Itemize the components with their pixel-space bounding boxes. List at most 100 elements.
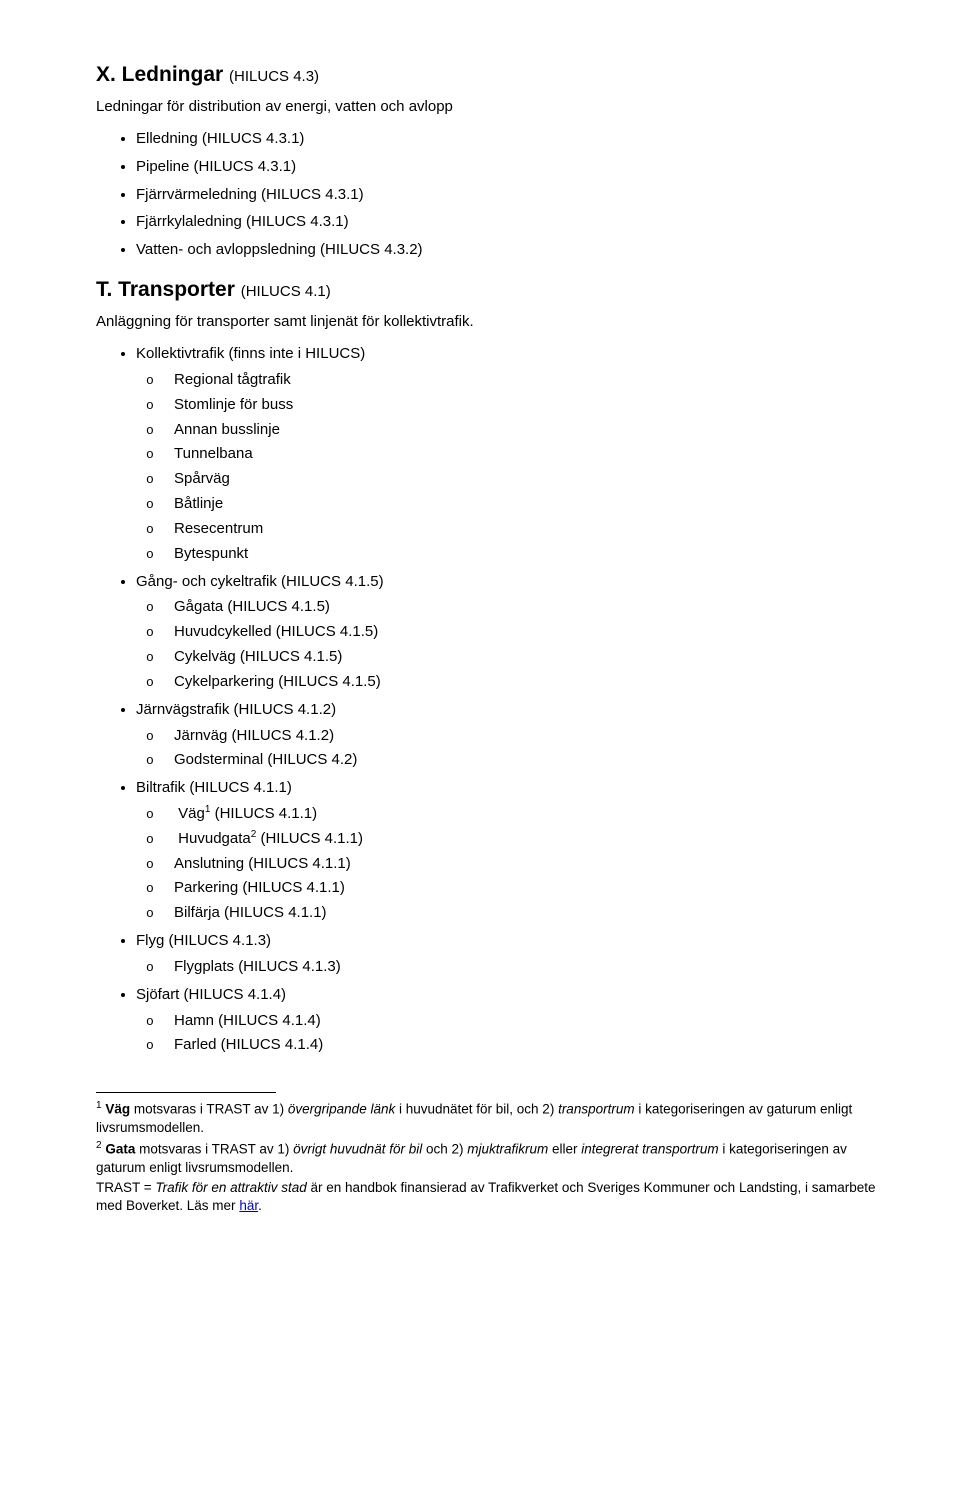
- sublist-item: Cykelparkering (HILUCS 4.1.5): [174, 671, 890, 693]
- list-item: Vatten- och avloppsledning (HILUCS 4.3.2…: [136, 239, 890, 261]
- list-item-label: Gång- och cykeltrafik (HILUCS 4.1.5): [136, 573, 384, 590]
- sublist-label: Järnväg (HILUCS 4.1.2): [174, 727, 334, 744]
- sublist-item: Regional tågtrafik: [174, 369, 890, 391]
- sublist-label: Godsterminal (HILUCS 4.2): [174, 751, 357, 768]
- sublist-label: Tunnelbana: [174, 445, 253, 462]
- list-item: Fjärrkylaledning (HILUCS 4.3.1): [136, 211, 890, 233]
- sublist-label: Anslutning (HILUCS 4.1.1): [174, 855, 351, 872]
- sublist-label: Cykelparkering (HILUCS 4.1.5): [174, 673, 381, 690]
- sublist-label: Farled (HILUCS 4.1.4): [174, 1036, 323, 1053]
- list-item: Sjöfart (HILUCS 4.1.4) Hamn (HILUCS 4.1.…: [136, 984, 890, 1056]
- footnote-3: TRAST = Trafik för en attraktiv stad är …: [96, 1179, 890, 1215]
- section-x-title: X. Ledningar: [96, 63, 223, 86]
- list-item-label: Sjöfart (HILUCS 4.1.4): [136, 986, 286, 1003]
- list-item-label: Järnvägstrafik (HILUCS 4.1.2): [136, 701, 336, 718]
- list-item: Pipeline (HILUCS 4.3.1): [136, 156, 890, 178]
- footnote-italic: integrerat transportrum: [581, 1142, 718, 1157]
- footnote-text: .: [258, 1198, 262, 1213]
- footnote-sup: 2: [96, 1140, 102, 1151]
- sublist-label: Spårväg: [174, 470, 230, 487]
- sublist-label: Regional tågtrafik: [174, 371, 291, 388]
- sublist-label: Bilfärja (HILUCS 4.1.1): [174, 904, 327, 921]
- sublist-item: Huvudgata2 (HILUCS 4.1.1): [174, 828, 890, 850]
- footnote-text: motsvaras i TRAST av 1): [135, 1142, 293, 1157]
- sublist: Flygplats (HILUCS 4.1.3): [136, 956, 890, 978]
- section-x-intro: Ledningar för distribution av energi, va…: [96, 96, 890, 118]
- list-item-label: Pipeline (HILUCS 4.3.1): [136, 158, 296, 175]
- section-t-title: T. Transporter: [96, 278, 235, 301]
- footnote-1: 1 Väg motsvaras i TRAST av 1) övergripan…: [96, 1099, 890, 1137]
- list-item: Elledning (HILUCS 4.3.1): [136, 128, 890, 150]
- sublist-item: Spårväg: [174, 468, 890, 490]
- list-item: Järnvägstrafik (HILUCS 4.1.2) Järnväg (H…: [136, 699, 890, 771]
- sublist-item: Tunnelbana: [174, 443, 890, 465]
- sublist-label: Annan busslinje: [174, 421, 280, 438]
- sublist-item: Annan busslinje: [174, 419, 890, 441]
- sublist-label: Flygplats (HILUCS 4.1.3): [174, 958, 341, 975]
- sublist: Gågata (HILUCS 4.1.5) Huvudcykelled (HIL…: [136, 596, 890, 692]
- sublist-item: Anslutning (HILUCS 4.1.1): [174, 853, 890, 875]
- sublist-item: Godsterminal (HILUCS 4.2): [174, 749, 890, 771]
- section-t-heading: T. Transporter (HILUCS 4.1): [96, 275, 890, 305]
- sublist-item: Flygplats (HILUCS 4.1.3): [174, 956, 890, 978]
- footnote-2: 2 Gata motsvaras i TRAST av 1) övrigt hu…: [96, 1139, 890, 1177]
- footnote-italic: Trafik för en attraktiv stad: [155, 1180, 306, 1195]
- section-t: T. Transporter (HILUCS 4.1) Anläggning f…: [96, 275, 890, 1056]
- list-item: Flyg (HILUCS 4.1.3) Flygplats (HILUCS 4.…: [136, 930, 890, 978]
- footnotes: 1 Väg motsvaras i TRAST av 1) övergripan…: [96, 1099, 890, 1215]
- list-item-label: Fjärrkylaledning (HILUCS 4.3.1): [136, 213, 349, 230]
- footnote-italic: övergripande länk: [288, 1102, 395, 1117]
- sublist: Väg1 (HILUCS 4.1.1) Huvudgata2 (HILUCS 4…: [136, 803, 890, 924]
- sublist-item: Gågata (HILUCS 4.1.5): [174, 596, 890, 618]
- sublist: Järnväg (HILUCS 4.1.2) Godsterminal (HIL…: [136, 725, 890, 772]
- section-t-list: Kollektivtrafik (finns inte i HILUCS) Re…: [96, 343, 890, 1056]
- sublist-label: Väg: [178, 805, 205, 822]
- section-t-intro: Anläggning för transporter samt linjenät…: [96, 311, 890, 333]
- sublist-label: Resecentrum: [174, 520, 263, 537]
- sublist-item: Huvudcykelled (HILUCS 4.1.5): [174, 621, 890, 643]
- sublist-label: Huvudcykelled (HILUCS 4.1.5): [174, 623, 378, 640]
- footnote-italic: transportrum: [558, 1102, 635, 1117]
- sublist-label: Båtlinje: [174, 495, 223, 512]
- list-item: Biltrafik (HILUCS 4.1.1) Väg1 (HILUCS 4.…: [136, 777, 890, 924]
- section-x-heading: X. Ledningar (HILUCS 4.3): [96, 60, 890, 90]
- section-x: X. Ledningar (HILUCS 4.3) Ledningar för …: [96, 60, 890, 261]
- sublist: Hamn (HILUCS 4.1.4) Farled (HILUCS 4.1.4…: [136, 1010, 890, 1057]
- sublist-item: Farled (HILUCS 4.1.4): [174, 1034, 890, 1056]
- sublist-item: Hamn (HILUCS 4.1.4): [174, 1010, 890, 1032]
- sublist-item: Bilfärja (HILUCS 4.1.1): [174, 902, 890, 924]
- list-item-label: Biltrafik (HILUCS 4.1.1): [136, 779, 292, 796]
- list-item: Fjärrvärmeledning (HILUCS 4.3.1): [136, 184, 890, 206]
- footnote-text: motsvaras i TRAST av 1): [130, 1102, 288, 1117]
- sublist-label: Parkering (HILUCS 4.1.1): [174, 879, 345, 896]
- footnote-bold: Väg: [105, 1102, 130, 1117]
- list-item-label: Fjärrvärmeledning (HILUCS 4.3.1): [136, 186, 364, 203]
- sublist-item: Båtlinje: [174, 493, 890, 515]
- list-item-label: Kollektivtrafik (finns inte i HILUCS): [136, 345, 365, 362]
- sublist: Regional tågtrafik Stomlinje för buss An…: [136, 369, 890, 565]
- sublist-label: Hamn (HILUCS 4.1.4): [174, 1012, 321, 1029]
- section-x-list: Elledning (HILUCS 4.3.1) Pipeline (HILUC…: [96, 128, 890, 261]
- sublist-label: Cykelväg (HILUCS 4.1.5): [174, 648, 342, 665]
- footnote-bold: Gata: [105, 1142, 135, 1157]
- footnote-italic: mjuktrafikrum: [467, 1142, 548, 1157]
- sublist-label-suffix: (HILUCS 4.1.1): [256, 830, 363, 847]
- sublist-item: Bytespunkt: [174, 543, 890, 565]
- footnote-text: eller: [548, 1142, 581, 1157]
- sublist-item: Cykelväg (HILUCS 4.1.5): [174, 646, 890, 668]
- footnote-text: i huvudnätet för bil, och 2): [395, 1102, 558, 1117]
- footnote-text: TRAST =: [96, 1180, 155, 1195]
- list-item-label: Vatten- och avloppsledning (HILUCS 4.3.2…: [136, 241, 423, 258]
- list-item: Kollektivtrafik (finns inte i HILUCS) Re…: [136, 343, 890, 565]
- sublist-item: Resecentrum: [174, 518, 890, 540]
- footnote-link[interactable]: här: [239, 1198, 258, 1213]
- sublist-item: Järnväg (HILUCS 4.1.2): [174, 725, 890, 747]
- section-t-paren: (HILUCS 4.1): [241, 283, 331, 300]
- list-item: Gång- och cykeltrafik (HILUCS 4.1.5) Gåg…: [136, 571, 890, 693]
- sublist-label: Bytespunkt: [174, 545, 248, 562]
- sublist-item: Parkering (HILUCS 4.1.1): [174, 877, 890, 899]
- sublist-item: Stomlinje för buss: [174, 394, 890, 416]
- footnote-italic: övrigt huvudnät för bil: [293, 1142, 422, 1157]
- list-item-label: Flyg (HILUCS 4.1.3): [136, 932, 271, 949]
- sublist-label-suffix: (HILUCS 4.1.1): [210, 805, 317, 822]
